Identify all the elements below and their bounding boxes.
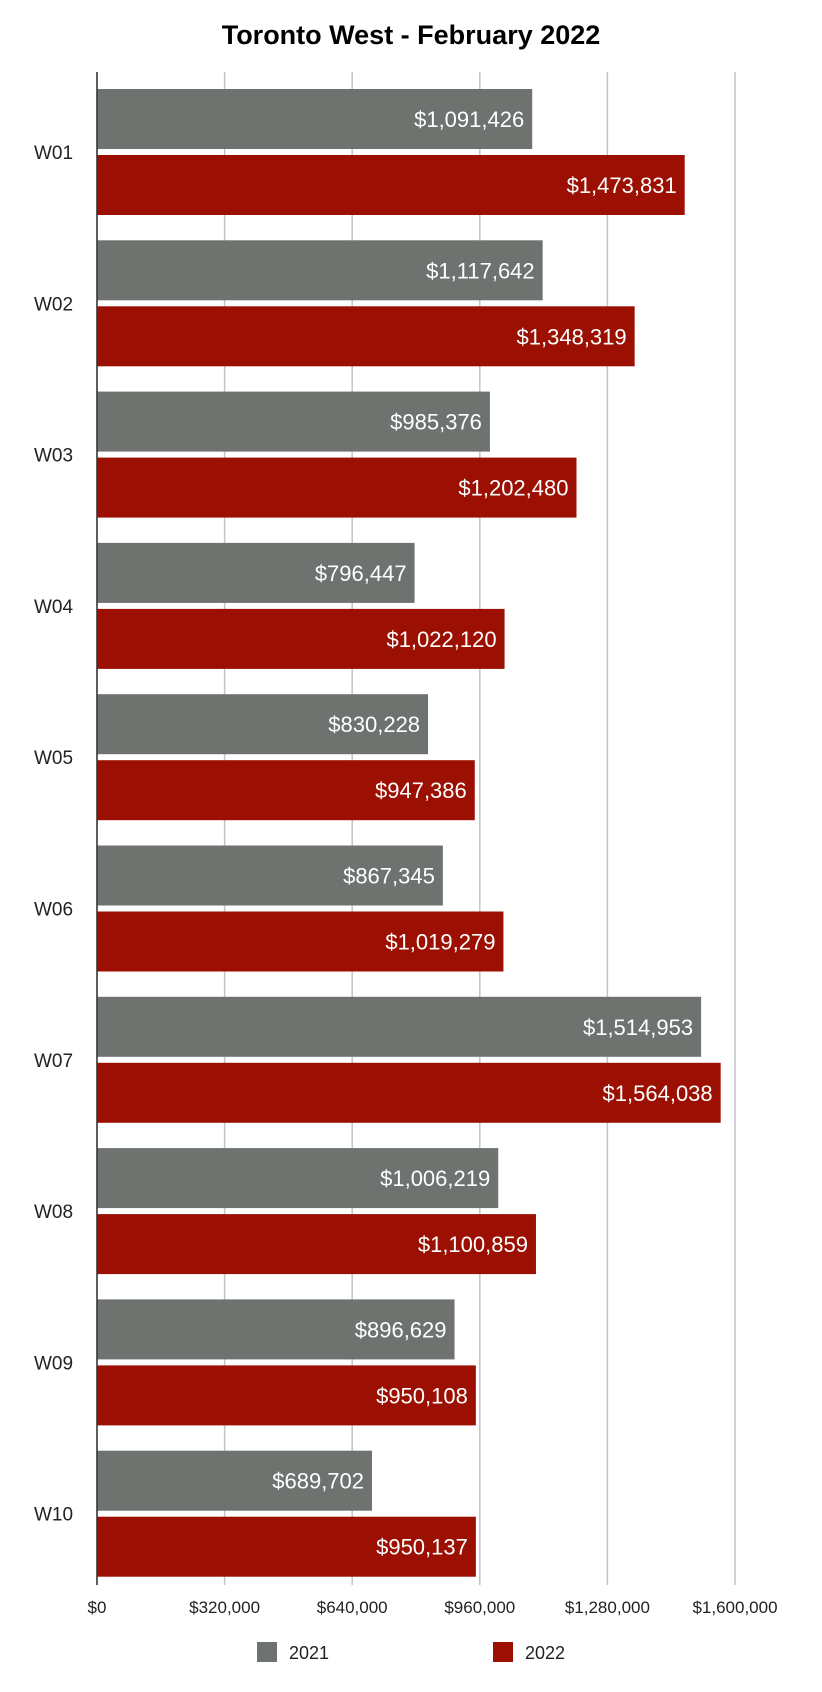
category-label: W07: [34, 1051, 73, 1072]
legend-swatch-2021: [257, 1642, 277, 1662]
bar-w07-2022: [97, 1062, 721, 1123]
data-label: $950,137: [376, 1535, 468, 1560]
data-label: $1,006,219: [380, 1166, 490, 1191]
data-label: $1,473,831: [567, 173, 677, 198]
x-tick-label: $320,000: [189, 1598, 260, 1617]
bar-w06-2022: [97, 911, 504, 972]
axes: $0 $320,000 $640,000 $960,000 $1,280,000 $1,6…: [34, 72, 778, 1617]
bar-w05-2021: [97, 694, 429, 755]
category-label: W06: [34, 900, 73, 921]
data-label: $867,345: [343, 864, 435, 889]
data-label: $1,348,319: [517, 324, 627, 349]
bar-w02-2022: [97, 306, 635, 367]
bar-w08-2022: [97, 1214, 536, 1275]
legend-label-2022: 2022: [525, 1643, 565, 1663]
bar-w03-2021: [97, 391, 490, 452]
bar-w07-2021: [97, 996, 702, 1057]
data-label: $1,100,859: [418, 1232, 528, 1257]
chart-title: Toronto West - February 2022: [222, 20, 601, 50]
bar-w08-2021: [97, 1148, 499, 1209]
bar-w01-2022: [97, 155, 685, 215]
x-tick-label: $960,000: [444, 1598, 515, 1617]
bar-w02-2021: [97, 240, 543, 301]
bar-w10-2022: [97, 1516, 476, 1577]
x-tick-label: $1,600,000: [692, 1598, 777, 1617]
bar-w10-2021: [97, 1450, 373, 1511]
bar-w01-2021: [97, 89, 533, 149]
bar-w09-2022: [97, 1365, 476, 1426]
category-label: W05: [34, 748, 73, 769]
bar-w03-2022: [97, 457, 577, 518]
data-label: $1,091,426: [414, 107, 524, 132]
data-label: $985,376: [390, 410, 482, 435]
x-tick-label: $1,280,000: [565, 1598, 650, 1617]
legend-swatch-2022: [493, 1642, 513, 1662]
x-tick-label: $0: [88, 1598, 107, 1617]
bar-w04-2022: [97, 608, 505, 669]
legend-label-2021: 2021: [289, 1643, 329, 1663]
category-label: W02: [34, 294, 73, 315]
category-label: W09: [34, 1353, 73, 1374]
data-label: $830,228: [328, 712, 420, 737]
bar-w09-2021: [97, 1299, 455, 1360]
data-label: $950,108: [376, 1383, 468, 1408]
bar-w06-2021: [97, 845, 443, 906]
category-label: W10: [34, 1505, 73, 1526]
data-label: $947,386: [375, 778, 467, 803]
data-label: $1,117,642: [426, 258, 534, 283]
category-label: W03: [34, 446, 73, 467]
data-label: $1,202,480: [458, 476, 568, 501]
category-label: W01: [34, 143, 73, 164]
data-label: $1,514,953: [583, 1015, 693, 1040]
data-label: $896,629: [355, 1317, 447, 1342]
bar-w04-2021: [97, 542, 415, 603]
category-label: W04: [34, 597, 74, 618]
data-label: $796,447: [315, 561, 407, 586]
data-label: $1,022,120: [386, 627, 496, 652]
x-tick-label: $640,000: [317, 1598, 388, 1617]
category-label: W08: [34, 1202, 73, 1223]
bars: $1,091,426 $1,473,831 $1,117,642 $1,348,319…: [97, 89, 721, 1577]
data-label: $689,702: [272, 1469, 364, 1494]
bar-w05-2022: [97, 760, 475, 821]
data-label: $1,564,038: [603, 1081, 713, 1106]
legend: 2021 2022: [257, 1642, 565, 1663]
data-label: $1,019,279: [385, 930, 495, 955]
